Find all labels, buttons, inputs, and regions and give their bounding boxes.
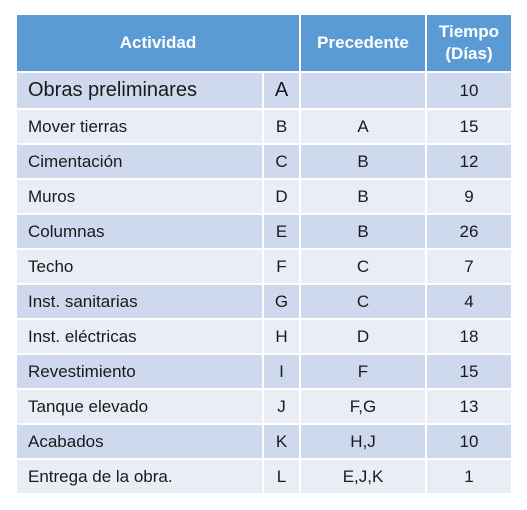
cell-codigo: A bbox=[264, 73, 299, 108]
cell-actividad: Obras preliminares bbox=[17, 73, 262, 108]
table-row: Entrega de la obra. L E,J,K 1 bbox=[17, 460, 511, 493]
cell-actividad: Entrega de la obra. bbox=[17, 460, 262, 493]
header-tiempo-line1: Tiempo bbox=[438, 22, 500, 41]
table-row: Muros D B 9 bbox=[17, 180, 511, 213]
header-precedente: Precedente bbox=[301, 15, 425, 71]
header-tiempo: Tiempo (Días) bbox=[427, 15, 511, 71]
table-row: Columnas E B 26 bbox=[17, 215, 511, 248]
cell-actividad: Inst. eléctricas bbox=[17, 320, 262, 353]
cell-precedente: D bbox=[301, 320, 425, 353]
cell-precedente: C bbox=[301, 250, 425, 283]
activity-table: Actividad Precedente Tiempo (Días) Obras… bbox=[15, 13, 513, 495]
cell-codigo: E bbox=[264, 215, 299, 248]
cell-actividad: Inst. sanitarias bbox=[17, 285, 262, 318]
cell-tiempo: 10 bbox=[427, 73, 511, 108]
cell-codigo: I bbox=[264, 355, 299, 388]
cell-tiempo: 9 bbox=[427, 180, 511, 213]
cell-tiempo: 15 bbox=[427, 355, 511, 388]
cell-actividad: Tanque elevado bbox=[17, 390, 262, 423]
table-row: Tanque elevado J F,G 13 bbox=[17, 390, 511, 423]
table-body: Obras preliminares A 10 Mover tierras B A 15 Ci… bbox=[17, 73, 511, 493]
cell-tiempo: 7 bbox=[427, 250, 511, 283]
table-row: Acabados K H,J 10 bbox=[17, 425, 511, 458]
cell-tiempo: 13 bbox=[427, 390, 511, 423]
cell-codigo: G bbox=[264, 285, 299, 318]
header-tiempo-line2: (Días) bbox=[445, 44, 493, 63]
cell-codigo: B bbox=[264, 110, 299, 143]
cell-actividad: Cimentación bbox=[17, 145, 262, 178]
cell-tiempo: 15 bbox=[427, 110, 511, 143]
cell-codigo: F bbox=[264, 250, 299, 283]
header-actividad-label: Actividad bbox=[119, 33, 197, 52]
table-row: Obras preliminares A 10 bbox=[17, 73, 511, 108]
table-row: Techo F C 7 bbox=[17, 250, 511, 283]
cell-precedente: B bbox=[301, 145, 425, 178]
cell-tiempo: 12 bbox=[427, 145, 511, 178]
cell-codigo: J bbox=[264, 390, 299, 423]
cell-tiempo: 18 bbox=[427, 320, 511, 353]
cell-codigo: D bbox=[264, 180, 299, 213]
table-row: Revestimiento I F 15 bbox=[17, 355, 511, 388]
cell-precedente: F bbox=[301, 355, 425, 388]
table-row: Inst. eléctricas H D 18 bbox=[17, 320, 511, 353]
table-row: Mover tierras B A 15 bbox=[17, 110, 511, 143]
header-row: Actividad Precedente Tiempo (Días) bbox=[17, 15, 511, 71]
cell-precedente: E,J,K bbox=[301, 460, 425, 493]
cell-codigo: K bbox=[264, 425, 299, 458]
header-precedente-label: Precedente bbox=[317, 33, 409, 52]
cell-actividad: Techo bbox=[17, 250, 262, 283]
table-row: Cimentación C B 12 bbox=[17, 145, 511, 178]
cell-precedente: B bbox=[301, 180, 425, 213]
cell-actividad: Mover tierras bbox=[17, 110, 262, 143]
table-row: Inst. sanitarias G C 4 bbox=[17, 285, 511, 318]
cell-actividad: Revestimiento bbox=[17, 355, 262, 388]
cell-precedente: B bbox=[301, 215, 425, 248]
cell-precedente: H,J bbox=[301, 425, 425, 458]
cell-actividad: Acabados bbox=[17, 425, 262, 458]
cell-tiempo: 26 bbox=[427, 215, 511, 248]
cell-precedente: F,G bbox=[301, 390, 425, 423]
activity-table-container: Actividad Precedente Tiempo (Días) Obras… bbox=[15, 13, 513, 495]
cell-codigo: C bbox=[264, 145, 299, 178]
cell-precedente: A bbox=[301, 110, 425, 143]
cell-tiempo: 4 bbox=[427, 285, 511, 318]
cell-actividad: Columnas bbox=[17, 215, 262, 248]
cell-tiempo: 1 bbox=[427, 460, 511, 493]
cell-tiempo: 10 bbox=[427, 425, 511, 458]
cell-actividad: Muros bbox=[17, 180, 262, 213]
header-actividad: Actividad bbox=[17, 15, 299, 71]
cell-codigo: L bbox=[264, 460, 299, 493]
cell-precedente bbox=[301, 73, 425, 108]
cell-codigo: H bbox=[264, 320, 299, 353]
cell-precedente: C bbox=[301, 285, 425, 318]
